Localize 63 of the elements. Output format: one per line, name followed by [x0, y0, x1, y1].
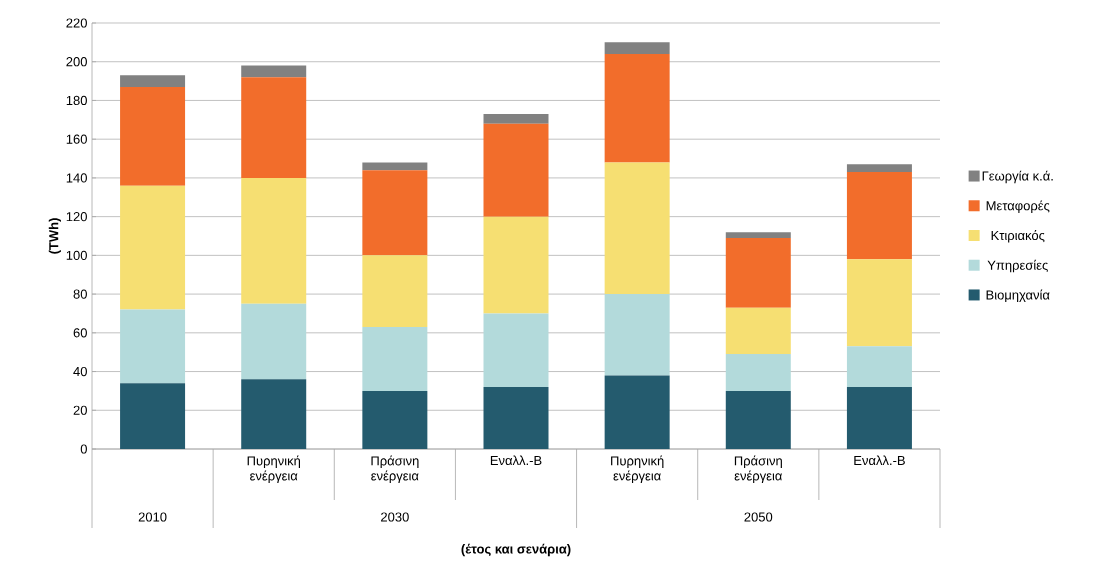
legend-label: Βιομηχανία [986, 289, 1050, 303]
x-tick-label: Εναλλ.-Β [490, 455, 542, 466]
text: 2030 [381, 512, 409, 522]
x-axis-title: (έτος και σενάρια) [461, 543, 571, 557]
legend-label: Μεταφορές [986, 200, 1050, 213]
bar [241, 65, 307, 78]
bar [483, 123, 549, 217]
bar [725, 237, 791, 308]
legend-label: Γεωργία κ.ά. [982, 170, 1053, 184]
text: 2010 [138, 512, 167, 522]
bar [362, 162, 428, 171]
y-tick-label: 220 [66, 18, 87, 28]
y-tick-label: 40 [73, 366, 87, 377]
bar [604, 162, 670, 295]
x-tick-label: Πράσινη ενέργεια [371, 455, 419, 484]
bar [846, 346, 912, 388]
y-tick-label: 120 [66, 212, 87, 222]
x-tick-label: Πυρηνική ενέργεια [611, 455, 664, 484]
bar [120, 309, 186, 384]
bar [846, 172, 912, 260]
legend-label: Υπηρεσίες [987, 259, 1048, 273]
bar [604, 375, 670, 449]
bar [846, 259, 912, 347]
bar [483, 216, 549, 314]
bar [483, 387, 549, 449]
y-tick-label: 20 [73, 405, 87, 415]
x-tick-label: Πυρηνική ενέργεια [247, 455, 300, 484]
bar [120, 185, 186, 310]
bar [241, 77, 307, 178]
y-tick-label: 60 [73, 328, 87, 338]
x-tick-label: Εναλλ.-Β [854, 455, 905, 466]
bar [846, 387, 912, 449]
bar [604, 294, 670, 376]
bar [241, 379, 307, 449]
y-tick-label: 160 [66, 134, 87, 144]
bar [604, 42, 670, 54]
bar [725, 232, 791, 238]
bar [725, 390, 791, 449]
bar [362, 255, 428, 328]
text: 2050 [744, 512, 773, 522]
y-tick-label: 140 [66, 173, 87, 183]
bar [483, 114, 549, 124]
bar [483, 313, 549, 388]
bar [120, 86, 186, 186]
bar [362, 390, 428, 449]
bar [362, 327, 428, 391]
y-tick-label: 200 [66, 57, 87, 67]
bar [846, 164, 912, 173]
y-tick-label: 100 [66, 250, 87, 260]
bar [120, 383, 186, 449]
bar [604, 53, 670, 163]
y-tick-label: 180 [66, 95, 87, 106]
bar [725, 307, 791, 355]
y-tick-label: 0 [80, 444, 87, 454]
legend-label: Κτιριακός [991, 230, 1045, 243]
bar [725, 354, 791, 391]
bar [120, 75, 186, 87]
bar [241, 303, 307, 380]
y-tick-label: 80 [73, 289, 87, 299]
x-tick-label: Πράσινη ενέργεια [734, 455, 783, 484]
bar [362, 170, 428, 256]
bar [241, 177, 307, 304]
y-axis-title: (TWh) [48, 218, 61, 254]
